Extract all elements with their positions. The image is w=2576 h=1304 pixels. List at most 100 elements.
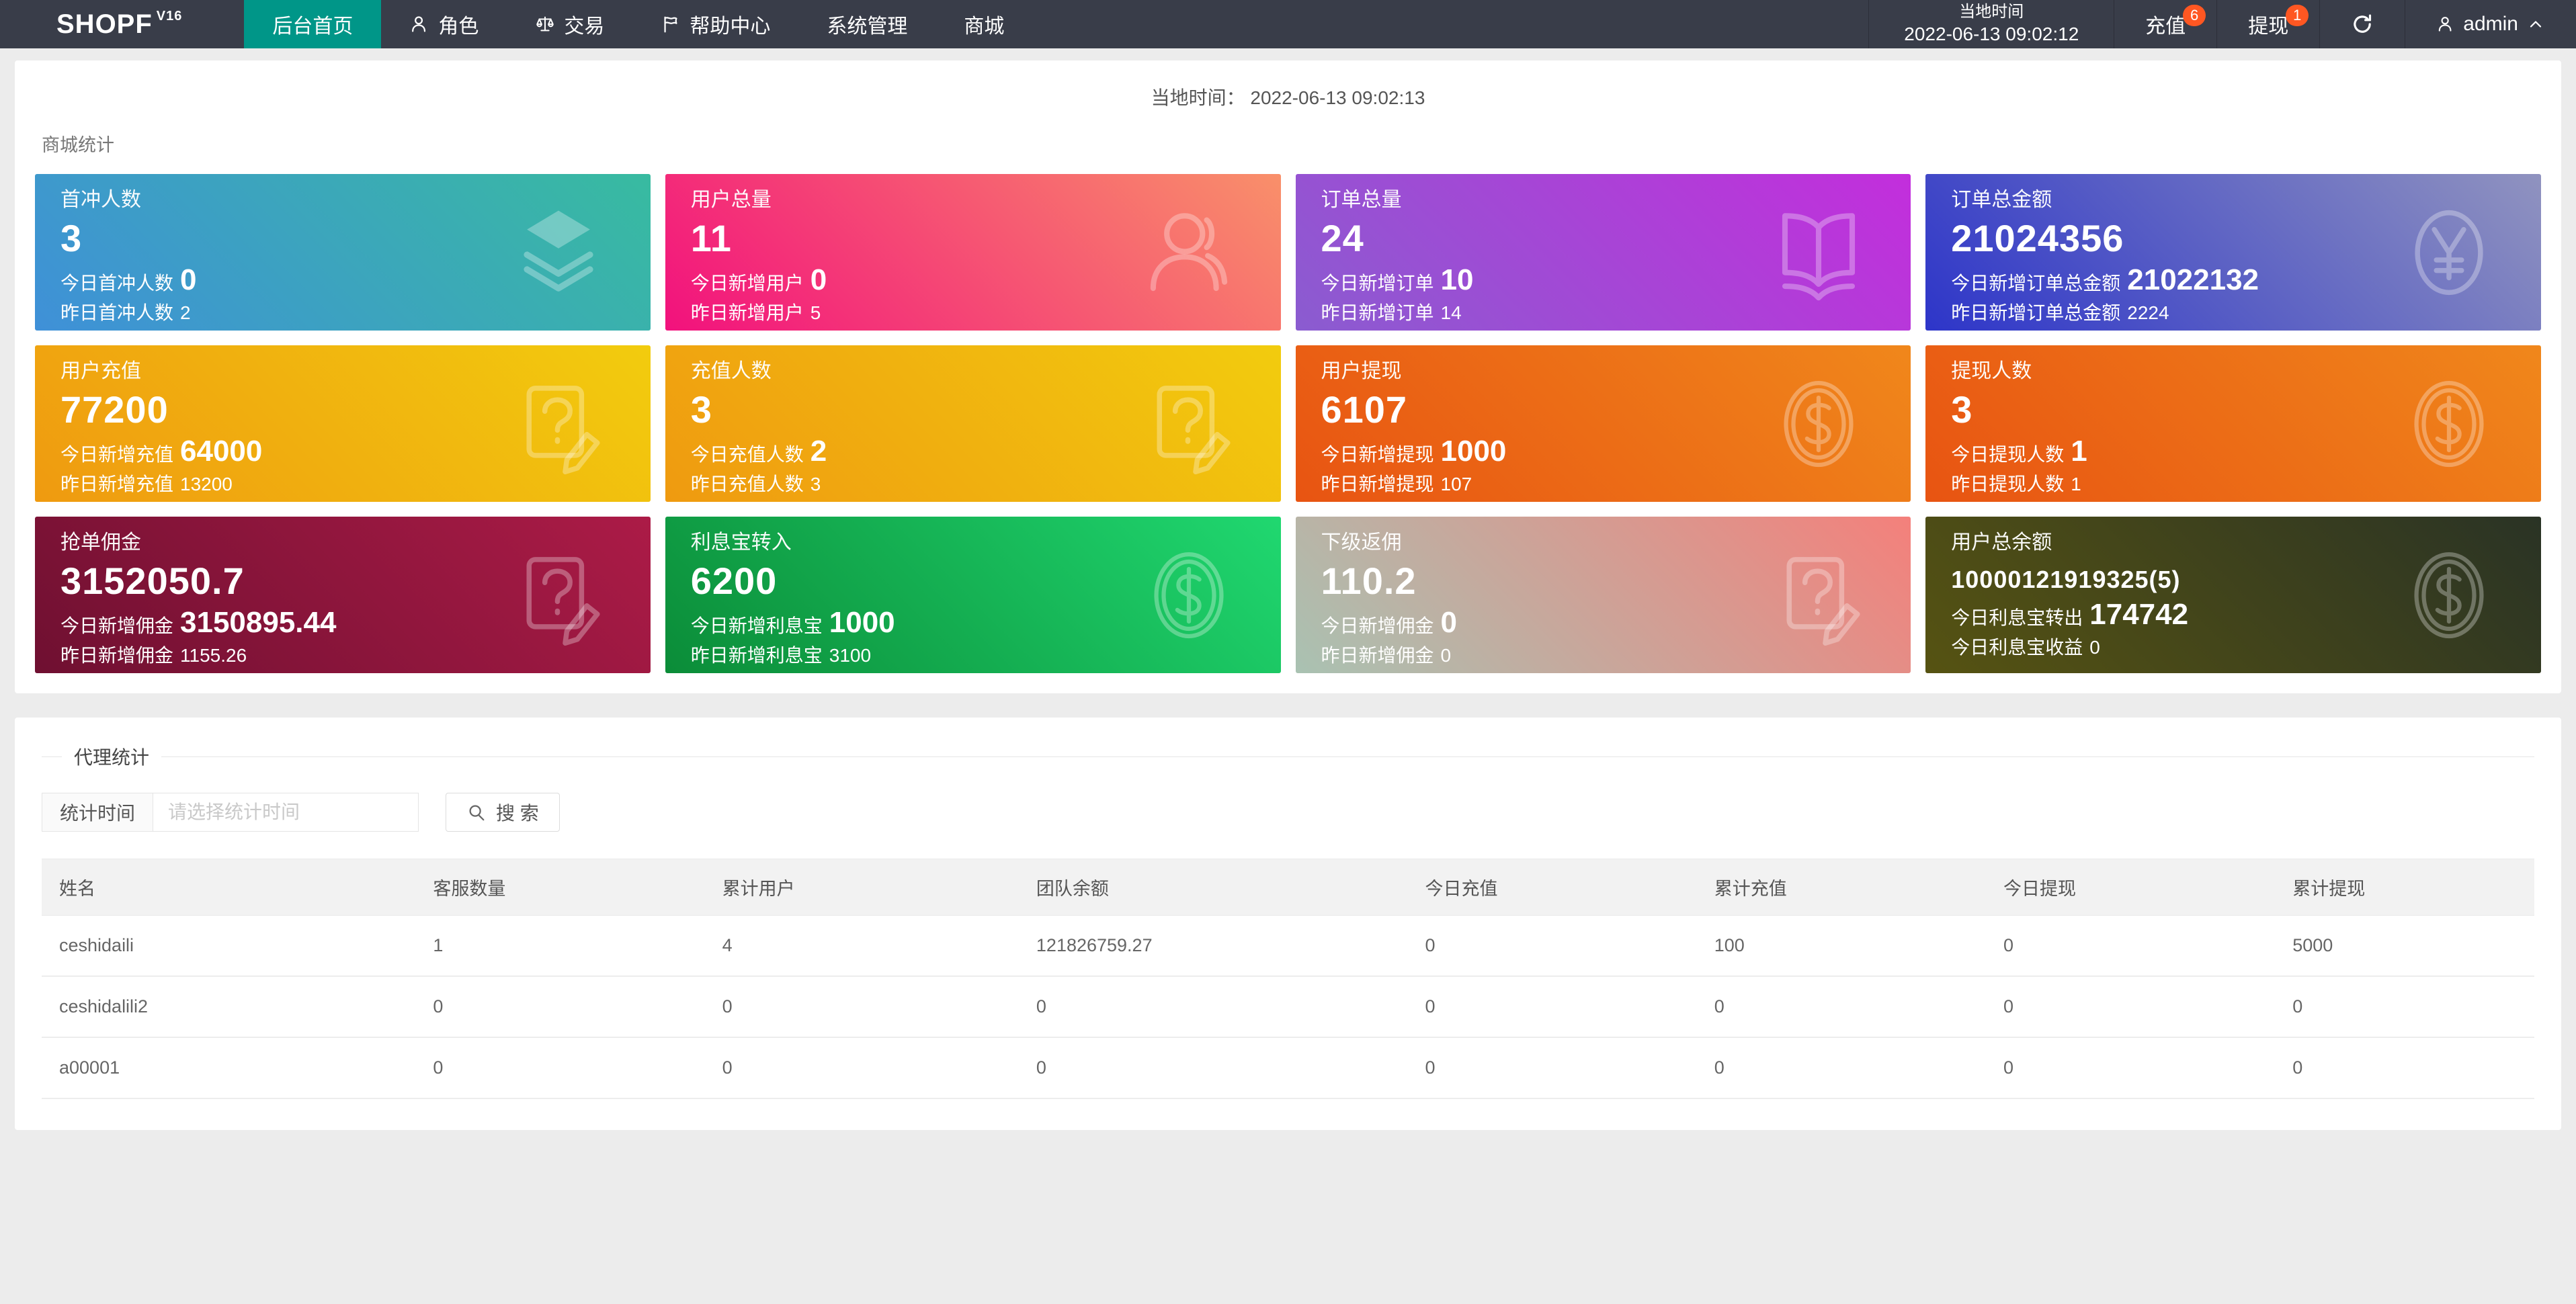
card-yesterday-value: 14 — [1440, 302, 1462, 323]
stat-card-7: 用户提现 6107 今日新增提现 1000 昨日新增提现 107 — [1295, 345, 1911, 502]
agent-name-cell: a00001 — [42, 1037, 416, 1099]
card-yesterday-label: 今日利息宝收益 — [1951, 637, 2083, 658]
card-title: 抢单佣金 — [60, 531, 141, 554]
card-today-line: 今日新增佣金 3150895.44 — [60, 607, 625, 637]
card-yesterday-label: 昨日提现人数 — [1951, 474, 2065, 494]
card-value: 110.2 — [1321, 560, 1417, 602]
dollar-circle-icon — [2399, 545, 2499, 646]
username: admin — [2463, 13, 2518, 35]
card-today-value: 0 — [810, 263, 827, 296]
card-yesterday-value: 2 — [180, 302, 191, 323]
column-header: 累计充值 — [1696, 859, 1986, 916]
card-today-label: 今日首冲人数 — [60, 273, 174, 294]
card-yesterday-label: 昨日新增利息宝 — [690, 645, 823, 666]
card-today-value: 174742 — [2089, 598, 2189, 631]
search-button[interactable]: 搜 索 — [446, 793, 560, 832]
recharge-nav-button[interactable]: 充值 6 — [2114, 0, 2216, 48]
legend-title: 代理统计 — [74, 747, 150, 768]
card-today-label: 今日提现人数 — [1951, 444, 2065, 465]
app-logo: SHOPF V16 — [0, 0, 244, 48]
menu-item-help-center[interactable]: 帮助中心 — [632, 0, 798, 48]
local-time-display: 当地时间 2022-06-13 09:02:12 — [1868, 0, 2114, 48]
time-label: 当地时间： — [1151, 87, 1245, 108]
card-value: 10000121919325(5) — [1951, 566, 2181, 593]
search-button-label: 搜 索 — [496, 803, 539, 824]
stat-card-10: 利息宝转入 6200 今日新增利息宝 1000 昨日新增利息宝 3100 — [665, 517, 1281, 673]
card-yesterday-line: 昨日新增佣金 1155.26 — [60, 646, 625, 665]
menu-item-home[interactable]: 后台首页 — [244, 0, 382, 48]
menu-item-label: 商城 — [964, 15, 1005, 38]
menu-item-label: 角色 — [438, 15, 479, 38]
card-today-line: 今日新增用户 0 — [690, 263, 1255, 296]
card-yesterday-value: 107 — [1440, 474, 1472, 494]
card-yesterday-line: 昨日新增佣金 0 — [1321, 646, 1886, 665]
stat-card-12: 用户总余额 10000121919325(5) 今日利息宝转出 174742 今日利息宝… — [1925, 517, 2541, 673]
card-yesterday-label: 昨日首冲人数 — [60, 302, 174, 323]
user-icon — [1138, 202, 1239, 303]
value-cell: 1 — [415, 915, 705, 977]
menu-item-trade[interactable]: 交易 — [507, 0, 632, 48]
legend-divider — [42, 756, 62, 757]
mall-statistics-panel: 当地时间： 2022-06-13 09:02:13 商城统计 首冲人数 3 今日首冲… — [15, 60, 2561, 693]
table-row: ceshidalili2 0 0 0 0 0 0 0 — [42, 976, 2534, 1038]
logo-text: SHOPF — [56, 9, 153, 39]
card-today-line: 今日新增订单 10 — [1321, 263, 1886, 296]
stat-time-label: 统计时间 — [42, 793, 154, 832]
layers-icon — [508, 202, 609, 303]
withdraw-nav-button[interactable]: 提现 1 — [2216, 0, 2319, 48]
time-value: 2022-06-13 09:02:13 — [1250, 87, 1425, 108]
card-title: 利息宝转入 — [690, 531, 792, 554]
card-title: 提现人数 — [1951, 360, 2032, 382]
value-cell: 100 — [1696, 915, 1986, 977]
card-yesterday-line: 昨日新增提现 107 — [1321, 475, 1886, 494]
value-cell: 0 — [1018, 976, 1408, 1038]
card-yesterday-line: 昨日提现人数 1 — [1951, 475, 2516, 494]
column-header: 姓名 — [42, 859, 416, 916]
value-cell: 0 — [1985, 1037, 2276, 1099]
menu-item-mall[interactable]: 商城 — [936, 0, 1032, 48]
filter-row: 统计时间 搜 索 — [42, 793, 2534, 832]
card-today-label: 今日新增佣金 — [1321, 615, 1434, 636]
card-title: 充值人数 — [690, 360, 772, 382]
card-today-label: 今日新增利息宝 — [690, 615, 823, 636]
menu-item-label: 后台首页 — [272, 15, 354, 38]
stat-card-9: 抢单佣金 3152050.7 今日新增佣金 3150895.44 昨日新增佣金 1155.… — [35, 517, 651, 673]
value-cell: 0 — [2275, 1037, 2534, 1099]
card-today-value: 10 — [1440, 263, 1474, 296]
value-cell: 0 — [1407, 976, 1697, 1038]
table-header-row: 姓名 客服数量 累计用户 团队余额 今日充值 累计充值 今日提现 累计提现 — [42, 859, 2534, 916]
card-today-label: 今日新增佣金 — [60, 615, 174, 636]
card-title: 用户提现 — [1321, 360, 1402, 382]
table-body: ceshidaili 1 4 121826759.27 0 100 0 5000 ceshida… — [42, 915, 2534, 1099]
current-time-line: 当地时间： 2022-06-13 09:02:13 — [35, 83, 2541, 110]
card-today-label: 今日新增用户 — [690, 273, 804, 294]
agent-panel-legend: 代理统计 — [42, 743, 2534, 770]
stat-card-6: 充值人数 3 今日充值人数 2 昨日充值人数 3 — [665, 345, 1281, 502]
card-value: 11 — [690, 217, 732, 259]
card-title: 用户总余额 — [1951, 531, 2052, 554]
card-yesterday-label: 昨日新增订单 — [1321, 302, 1434, 323]
stat-card-2: 用户总量 11 今日新增用户 0 昨日新增用户 5 — [665, 174, 1281, 331]
card-today-line: 今日充值人数 2 — [691, 436, 1255, 466]
menu-item-roles[interactable]: 角色 — [381, 0, 507, 48]
value-cell: 121826759.27 — [1018, 915, 1408, 977]
column-header: 累计用户 — [704, 859, 1019, 916]
card-yesterday-value: 0 — [2089, 637, 2100, 658]
menu-item-system-management[interactable]: 系统管理 — [798, 0, 936, 48]
card-yesterday-label: 昨日新增佣金 — [60, 645, 174, 666]
card-today-label: 今日新增订单 — [1321, 273, 1434, 294]
card-today-value: 1000 — [829, 606, 895, 639]
stats-cards-grid: 首冲人数 3 今日首冲人数 0 昨日首冲人数 2 用户总量 11 今日新增用户 0 昨日新增用户 5 订… — [35, 174, 2541, 673]
card-value: 6107 — [1321, 388, 1408, 431]
refresh-button[interactable] — [2319, 0, 2405, 48]
logo-version: V16 — [156, 8, 183, 24]
card-value: 3 — [60, 217, 83, 259]
user-menu[interactable]: admin — [2405, 0, 2576, 48]
card-today-line: 今日利息宝转出 174742 — [1951, 598, 2516, 631]
agent-table: 姓名 客服数量 累计用户 团队余额 今日充值 累计充值 今日提现 累计提现 ceshidail… — [42, 859, 2534, 1099]
stat-time-input[interactable] — [153, 793, 419, 832]
card-yesterday-value: 0 — [1440, 645, 1452, 666]
card-yesterday-line: 昨日新增订单 14 — [1321, 304, 1886, 322]
doc-question-icon — [508, 545, 609, 646]
card-yesterday-value: 2224 — [2127, 302, 2169, 323]
